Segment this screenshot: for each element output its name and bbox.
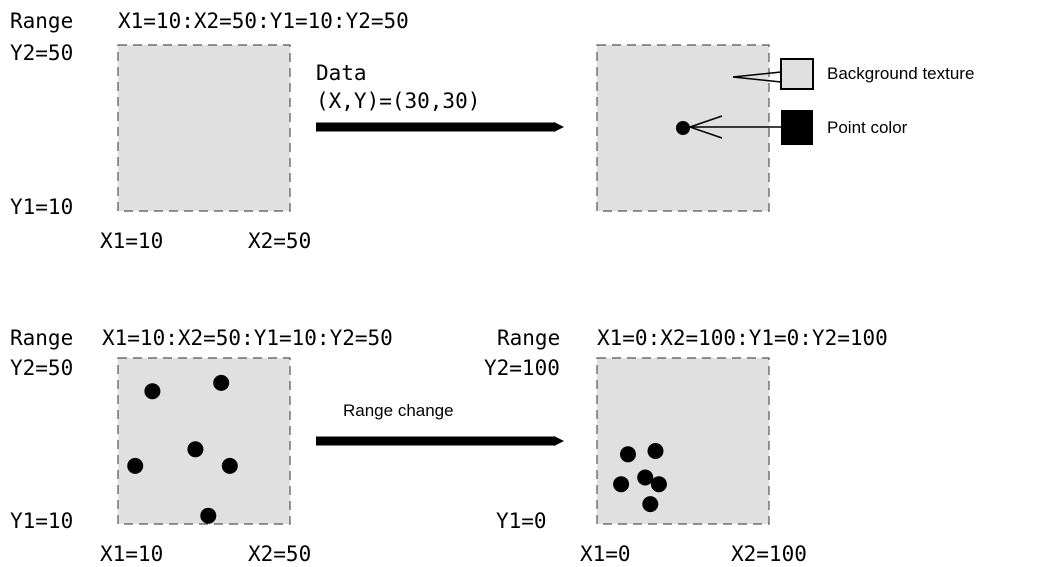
scatter-point-3	[637, 469, 654, 486]
background-texture-label: Background texture	[827, 64, 974, 83]
range-spec: X1=10:X2=50:Y1=10:Y2=50	[118, 9, 409, 33]
y2-label: Y2=100	[484, 356, 560, 380]
panel-before-change: Range X1=10:X2=50:Y1=10:Y2=50 Y2=50 Y1=1…	[10, 326, 393, 566]
x1-label: X1=0	[580, 542, 631, 566]
data-point	[676, 121, 690, 135]
data-arrow-label-line1: Data	[316, 61, 367, 85]
range-change-label: Range change	[343, 401, 454, 420]
scatter-point-5	[221, 457, 238, 474]
scatter-point-1	[620, 446, 636, 463]
range-spec: X1=10:X2=50:Y1=10:Y2=50	[102, 326, 393, 350]
scatter-point-5	[650, 476, 667, 493]
y1-label: Y1=0	[496, 509, 547, 533]
y1-label: Y1=10	[10, 509, 73, 533]
x2-label: X2=50	[248, 542, 311, 566]
data-arrow-group: Data (X,Y)=(30,30)	[316, 61, 564, 132]
x2-label: X2=50	[248, 229, 311, 253]
y2-label: Y2=50	[10, 41, 73, 65]
background-texture-swatch	[780, 58, 814, 90]
x1-label: X1=10	[100, 542, 163, 566]
point-color-label: Point color	[827, 118, 908, 137]
y2-label: Y2=50	[10, 356, 73, 380]
x2-label: X2=100	[731, 542, 807, 566]
range-label: Range	[10, 9, 73, 33]
scatter-point-1	[144, 383, 161, 400]
scatter-point-3	[187, 441, 204, 458]
scatter-point-4	[127, 457, 144, 474]
scatter-plot-area	[117, 357, 291, 525]
rescaled-scatter-points	[613, 443, 667, 513]
panel-before-data: Range X1=10:X2=50:Y1=10:Y2=50 Y2=50 Y1=1…	[10, 9, 409, 253]
scatter-point-4	[613, 476, 630, 493]
scatter-point-6	[642, 496, 659, 513]
range-label: Range	[10, 326, 73, 350]
legend: Background texture Point color	[689, 58, 974, 145]
point-color-swatch	[781, 110, 813, 145]
panel-after-change: Range X1=0:X2=100:Y1=0:Y2=100 Y2=100 Y1=…	[484, 326, 888, 566]
empty-plot-area	[117, 44, 291, 212]
data-arrow-label-line2: (X,Y)=(30,30)	[316, 89, 480, 113]
scatter-point-2	[213, 374, 230, 391]
rescaled-plot-area	[596, 357, 770, 525]
range-label: Range	[497, 326, 560, 350]
range-change-arrow-group: Range change	[316, 401, 564, 446]
range-spec: X1=0:X2=100:Y1=0:Y2=100	[597, 326, 888, 350]
scatter-points	[127, 374, 238, 524]
x1-label: X1=10	[100, 229, 163, 253]
scatter-point-6	[200, 507, 217, 524]
scatter-point-2	[647, 443, 664, 459]
panel-after-data	[596, 44, 770, 212]
y1-label: Y1=10	[10, 195, 73, 219]
